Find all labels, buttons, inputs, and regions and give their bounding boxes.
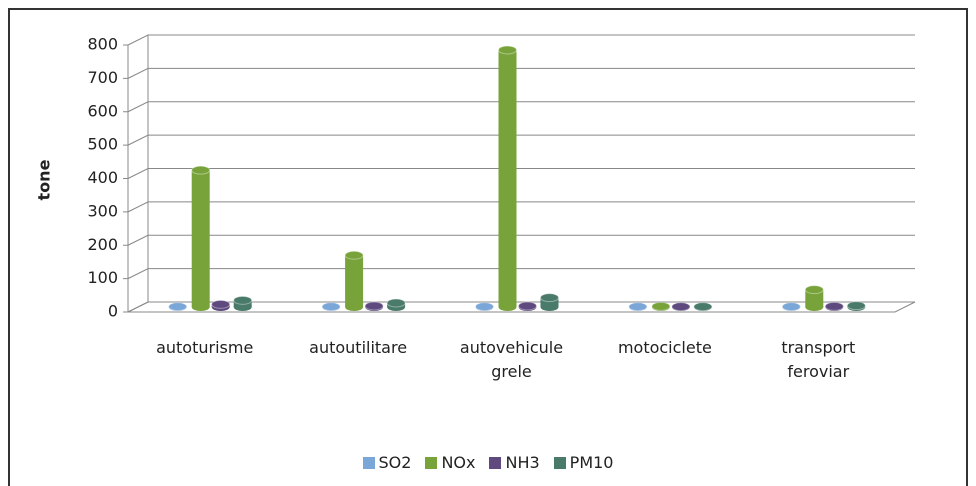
- y-tick-label: 500: [87, 135, 118, 154]
- bar-group: [628, 302, 648, 312]
- grid-line: [127, 234, 915, 246]
- legend-swatch: [362, 456, 375, 469]
- grid-line: [127, 301, 915, 313]
- bar-group: [321, 302, 341, 312]
- bar-group: [651, 301, 671, 311]
- y-tick-label: 0: [108, 302, 118, 321]
- x-tick-label: autovehicule grele: [459, 338, 564, 381]
- legend-item: NOx: [425, 453, 475, 472]
- bar-top: [364, 301, 384, 311]
- bar-group: [233, 295, 253, 311]
- bar-group: [475, 302, 494, 312]
- grid-line: [127, 168, 915, 179]
- legend-item: SO2: [362, 453, 412, 472]
- y-tick-label: 800: [87, 35, 118, 54]
- bar-group: [211, 299, 231, 311]
- bar-top: [846, 301, 866, 311]
- bar: [498, 50, 517, 307]
- frame: [8, 8, 968, 486]
- bar-top: [671, 302, 691, 312]
- legend: SO2 NOx NH3 PM10: [0, 453, 976, 472]
- y-tick-label: 300: [87, 201, 118, 220]
- bar-group: [693, 302, 713, 312]
- bar: [345, 255, 364, 307]
- legend-swatch: [489, 456, 502, 469]
- bar-group: [168, 302, 188, 312]
- bar: [540, 297, 559, 307]
- bar-group: [386, 298, 406, 311]
- bar-group: [364, 301, 384, 311]
- bar: [191, 170, 210, 307]
- bar-group: [804, 285, 824, 311]
- bar-top: [693, 302, 713, 312]
- bar-top: [475, 302, 494, 312]
- y-tick-label: 200: [87, 235, 118, 254]
- legend-label: NOx: [441, 453, 476, 472]
- grid-line: [127, 67, 915, 79]
- legend-label: SO2: [378, 453, 412, 472]
- grid-line: [127, 201, 915, 213]
- bar-top: [321, 302, 341, 312]
- bar-top: [498, 45, 517, 55]
- legend-label: PM10: [569, 453, 614, 472]
- bar-top: [651, 301, 671, 311]
- bar-top: [628, 302, 648, 312]
- bar-group: [498, 45, 517, 311]
- bar-top: [191, 165, 211, 175]
- bar-top: [804, 285, 824, 295]
- bar-top: [168, 302, 188, 312]
- bar-group: [518, 301, 537, 311]
- x-tick-label: motociclete: [617, 338, 712, 357]
- x-tick-label: autoturisme: [156, 338, 254, 357]
- legend-swatch: [553, 456, 566, 469]
- legend-swatch: [425, 456, 438, 469]
- bar-top: [540, 293, 559, 303]
- bar: [805, 289, 824, 307]
- bar-group: [540, 293, 559, 311]
- bar-group: [846, 301, 866, 311]
- bar-top: [386, 298, 406, 308]
- y-tick-label: 700: [87, 68, 118, 87]
- y-tick-label: 400: [87, 168, 118, 187]
- bar-top: [781, 302, 801, 312]
- bar-top: [824, 301, 844, 311]
- legend-label: NH3: [505, 453, 540, 472]
- grid-line: [127, 101, 915, 113]
- y-axis-label: tone: [35, 159, 54, 200]
- bar-top: [518, 301, 537, 311]
- legend-item: PM10: [553, 453, 614, 472]
- grid-line: [127, 34, 915, 46]
- x-tick-label: transport feroviar: [781, 338, 856, 381]
- bar-group: [671, 302, 691, 312]
- grid-line: [127, 268, 915, 280]
- bar-group: [824, 301, 844, 311]
- bar-group: [344, 250, 364, 311]
- y-tick-label: 100: [87, 268, 118, 287]
- bar-top: [233, 295, 253, 305]
- x-tick-label: autoutilitare: [309, 338, 408, 357]
- bar-group: [191, 165, 211, 311]
- bar-group: [781, 302, 801, 312]
- grid-line: [127, 134, 915, 146]
- bar-top: [344, 250, 364, 260]
- bar-top: [211, 299, 231, 309]
- y-tick-label: 600: [87, 101, 118, 120]
- legend-item: NH3: [489, 453, 540, 472]
